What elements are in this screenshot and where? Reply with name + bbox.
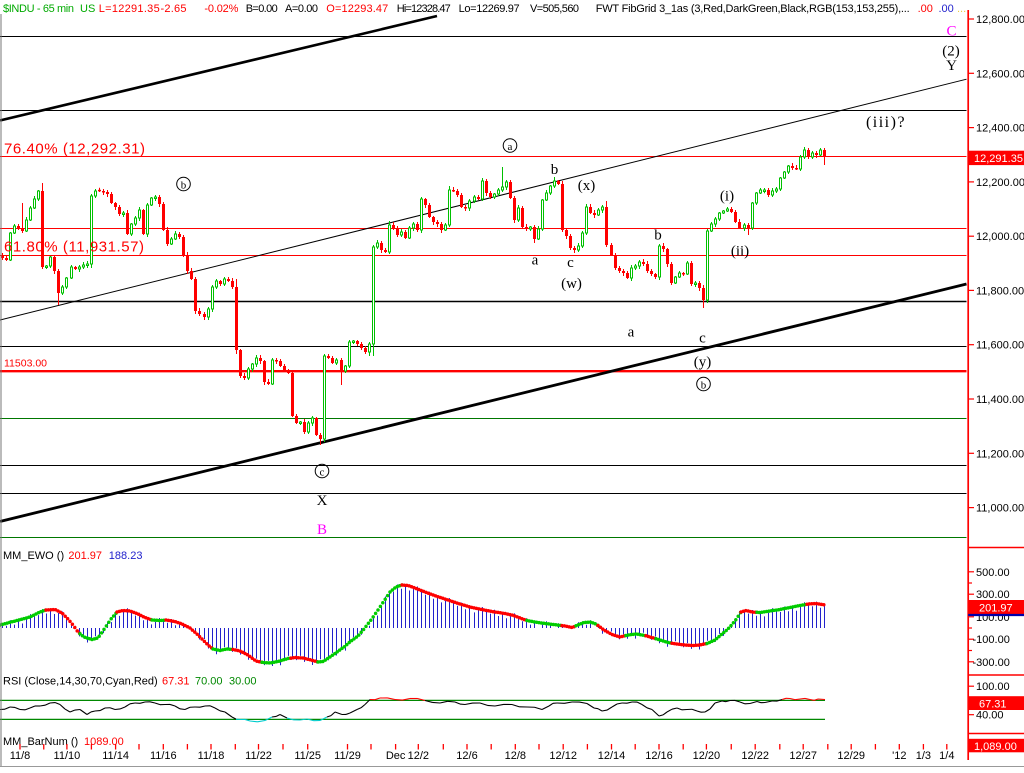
svg-text:12/27: 12/27 <box>789 750 817 762</box>
svg-text:...: ... <box>957 3 966 15</box>
svg-text:-0.02%: -0.02% <box>204 3 238 15</box>
svg-text:12/16: 12/16 <box>645 750 673 762</box>
svg-text:.00: .00 <box>939 3 954 15</box>
svg-text:-2.65: -2.65 <box>161 3 187 15</box>
svg-text:12,291.35: 12,291.35 <box>974 153 1023 165</box>
svg-text:Dec: Dec <box>386 750 406 762</box>
svg-text:-100.00: -100.00 <box>973 634 1010 646</box>
svg-text:30.00: 30.00 <box>229 676 257 688</box>
svg-text:11/16: 11/16 <box>150 750 177 762</box>
svg-text:O=12293.47: O=12293.47 <box>326 3 388 15</box>
svg-text:b: b <box>654 228 662 244</box>
svg-text:A=0.00: A=0.00 <box>285 3 318 15</box>
svg-text:12,800.00: 12,800.00 <box>976 14 1024 26</box>
svg-text:500.00: 500.00 <box>976 567 1010 579</box>
svg-text:70.00: 70.00 <box>195 676 223 688</box>
svg-text:11/8: 11/8 <box>10 750 31 762</box>
svg-text:201.97: 201.97 <box>68 550 102 562</box>
svg-text:11/18: 11/18 <box>198 750 225 762</box>
svg-text:B: B <box>317 522 327 538</box>
svg-text:67.31: 67.31 <box>979 698 1007 710</box>
svg-text:B=0.00: B=0.00 <box>246 3 278 15</box>
svg-text:11/10: 11/10 <box>54 750 81 762</box>
svg-text:12/20: 12/20 <box>693 750 721 762</box>
svg-text:12/6: 12/6 <box>456 750 477 762</box>
svg-text:12/29: 12/29 <box>837 750 865 762</box>
svg-text:(y): (y) <box>694 355 712 371</box>
svg-text:40.00: 40.00 <box>976 710 1004 722</box>
svg-text:300.00: 300.00 <box>976 589 1010 601</box>
svg-text:67.31: 67.31 <box>162 676 190 688</box>
svg-text:12/12: 12/12 <box>549 750 577 762</box>
svg-text:Y: Y <box>946 58 957 74</box>
svg-text:11503.00: 11503.00 <box>4 358 47 370</box>
svg-text:11/29: 11/29 <box>334 750 361 762</box>
svg-text:US: US <box>80 3 95 15</box>
svg-text:100.00: 100.00 <box>976 681 1010 693</box>
svg-text:a: a <box>508 141 513 153</box>
svg-text:$INDU - 65 min: $INDU - 65 min <box>3 3 74 15</box>
svg-text:(iii)?: (iii)? <box>866 114 906 131</box>
svg-text:c: c <box>320 467 325 479</box>
svg-text:11,600.00: 11,600.00 <box>976 340 1024 352</box>
svg-text:FWT FibGrid 3_1as (3,Red,DarkG: FWT FibGrid 3_1as (3,Red,DarkGreen,Black… <box>596 3 910 15</box>
svg-text:11,800.00: 11,800.00 <box>976 285 1024 297</box>
svg-text:188.23: 188.23 <box>109 550 143 562</box>
svg-text:(ii): (ii) <box>731 244 749 260</box>
svg-text:b: b <box>181 180 187 192</box>
svg-text:X: X <box>317 493 328 509</box>
svg-text:(w): (w) <box>561 276 582 292</box>
svg-text:c: c <box>567 255 574 271</box>
svg-text:76.40% (12,292.31): 76.40% (12,292.31) <box>4 141 145 158</box>
svg-text:12,600.00: 12,600.00 <box>976 68 1024 80</box>
svg-text:11/25: 11/25 <box>294 750 321 762</box>
svg-text:(x): (x) <box>578 178 596 194</box>
svg-text:12/2: 12/2 <box>408 750 429 762</box>
svg-text:b: b <box>701 380 707 392</box>
svg-text:-300.00: -300.00 <box>973 657 1010 669</box>
svg-text:Lo=12269.97: Lo=12269.97 <box>459 3 520 15</box>
svg-text:11,000.00: 11,000.00 <box>976 503 1024 515</box>
svg-text:Hi=12328.47: Hi=12328.47 <box>397 3 451 15</box>
svg-text:61.80% (11,931.57): 61.80% (11,931.57) <box>4 239 144 256</box>
svg-text:c: c <box>699 331 706 347</box>
svg-text:.00: .00 <box>918 3 933 15</box>
svg-text:12,400.00: 12,400.00 <box>976 123 1024 135</box>
svg-text:L=12291.35: L=12291.35 <box>99 3 160 15</box>
svg-text:12/22: 12/22 <box>741 750 769 762</box>
svg-text:a: a <box>532 253 539 269</box>
svg-text:12,200.00: 12,200.00 <box>976 177 1024 189</box>
svg-text:RSI (Close,14,30,70,Cyan,Red): RSI (Close,14,30,70,Cyan,Red) <box>3 676 158 688</box>
svg-text:11,400.00: 11,400.00 <box>976 394 1024 406</box>
svg-text:1,089.00: 1,089.00 <box>974 741 1017 753</box>
svg-text:V=505,560: V=505,560 <box>530 3 579 15</box>
svg-text:1089.00: 1089.00 <box>84 736 124 748</box>
svg-text:1/4: 1/4 <box>939 750 954 762</box>
svg-text:1/3: 1/3 <box>916 750 931 762</box>
svg-text:'12: '12 <box>892 750 906 762</box>
svg-text:b: b <box>551 162 559 178</box>
svg-text:C: C <box>946 24 956 40</box>
svg-text:12/8: 12/8 <box>505 750 526 762</box>
svg-text:11/14: 11/14 <box>102 750 129 762</box>
svg-text:11/22: 11/22 <box>245 750 272 762</box>
svg-text:12,000.00: 12,000.00 <box>976 231 1024 243</box>
svg-text:MM_EWO (): MM_EWO () <box>3 550 64 562</box>
svg-text:a: a <box>628 325 635 341</box>
svg-text:201.97: 201.97 <box>979 602 1013 614</box>
svg-text:11,200.00: 11,200.00 <box>976 448 1024 460</box>
svg-text:12/14: 12/14 <box>598 750 626 762</box>
svg-text:(i): (i) <box>720 189 734 205</box>
